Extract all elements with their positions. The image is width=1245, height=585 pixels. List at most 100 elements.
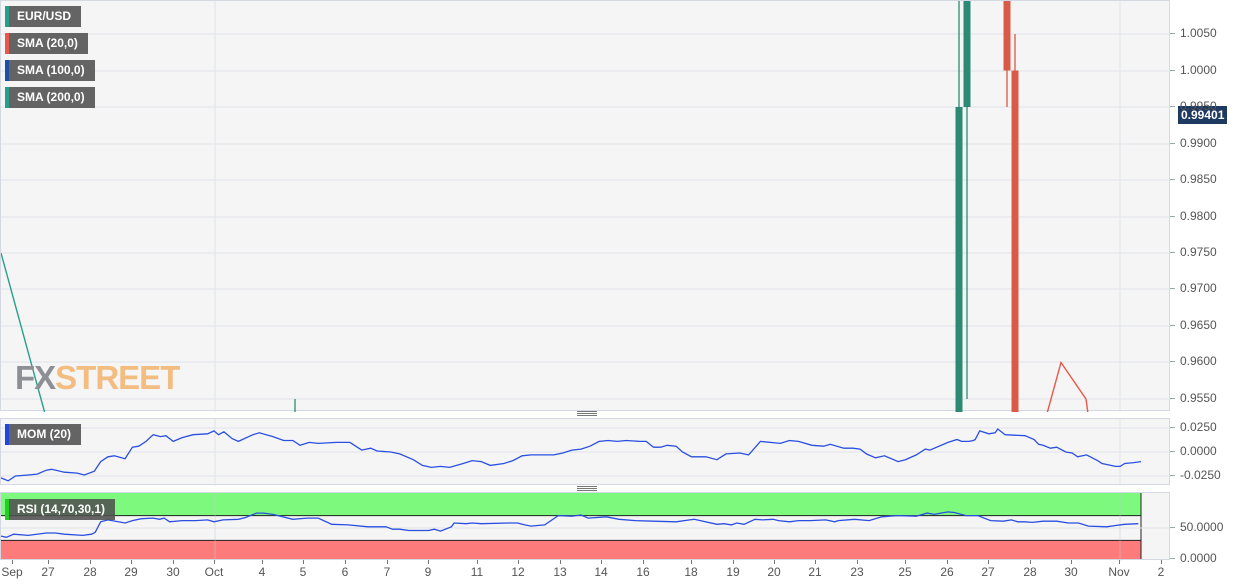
legend-sma-100[interactable]: SMA (100,0) [5,60,95,81]
time-axis-label: 27 [981,565,995,579]
time-axis-label: 28 [1023,565,1037,579]
time-axis-label: Nov [1108,565,1130,579]
axis-tick [1119,560,1120,564]
axis-label: 0.9700 [1180,281,1217,295]
axis-tick [643,560,644,564]
candle [1003,1,1011,107]
legend-label: SMA (100,0) [17,63,85,77]
axis-tick [90,560,91,564]
axis-label: 50.0000 [1180,520,1224,534]
axis-tick [560,560,561,564]
axis-tick [905,560,906,564]
time-axis-label: 23 [850,565,864,579]
legend-swatch [5,499,9,520]
current-price-tag: 0.99401 [1178,106,1228,124]
axis-tick [12,560,13,564]
watermark-fx: FX [15,359,56,396]
axis-label: 0.0000 [1180,551,1217,565]
watermark-street: STREET [55,359,180,396]
legend-rsi[interactable]: RSI (14,70,30,1) [5,499,116,520]
time-axis-label: 20 [767,565,781,579]
time-axis-label: Oct [204,565,224,579]
axis-label: 0.0250 [1180,420,1217,434]
time-axis-label: 28 [83,565,97,579]
candle [963,1,971,399]
time-axis-label: 30 [1064,565,1078,579]
axis-label: 0.9600 [1180,354,1217,368]
axis-tick [1170,288,1175,289]
axis-tick [262,560,263,564]
axis-tick [1030,560,1031,564]
panel-resize-handle[interactable] [577,411,597,416]
axis-tick [1170,325,1175,326]
candle [955,1,963,412]
time-axis-label: 9 [424,565,432,579]
momentum-line [1,428,1142,482]
axis-tick [1170,398,1175,399]
axis-tick [477,560,478,564]
legend-label: MOM (20) [17,427,71,441]
rsi-chart-canvas[interactable] [1,493,1171,561]
axis-tick [1170,216,1175,217]
legend-swatch [5,6,9,27]
axis-tick [48,560,49,564]
axis-tick [428,560,429,564]
time-axis-label: 26 [940,565,954,579]
legend-sma-20[interactable]: SMA (20,0) [5,33,88,54]
time-axis-label: 11 [470,565,484,579]
time-axis-label: 16 [636,565,650,579]
axis-tick [1170,252,1175,253]
time-axis-label: 25 [898,565,912,579]
axis-label: 0.0000 [1180,444,1217,458]
time-axis-label: Sep [1,565,23,579]
momentum-chart-canvas[interactable] [1,419,1171,486]
axis-tick [1161,560,1162,564]
axis-tick [131,560,132,564]
axis-label: 0.9550 [1180,391,1217,405]
time-axis-label: 14 [594,565,608,579]
legend-swatch [5,87,9,108]
legend-label: SMA (200,0) [17,90,85,104]
time-axis-label: 6 [341,565,349,579]
axis-tick [1170,179,1175,180]
legend-label: EUR/USD [17,9,72,23]
time-axis-label: 5 [299,565,307,579]
axis-tick [1170,527,1175,528]
time-axis-label: 12 [511,565,525,579]
axis-tick [518,560,519,564]
time-axis-label: 19 [726,565,740,579]
legend-swatch [5,33,9,54]
candle [1011,34,1019,412]
axis-tick [303,560,304,564]
time-axis-label: 30 [166,565,180,579]
time-axis-label: 21 [808,565,822,579]
axis-tick [1170,33,1175,34]
time-axis-label: 7 [383,565,391,579]
axis-tick [733,560,734,564]
rsi-panel[interactable]: RSI (14,70,30,1) [0,492,1171,561]
price-chart-canvas[interactable] [1,1,1171,412]
axis-tick [1170,558,1175,559]
axis-tick [1170,106,1175,107]
axis-tick [214,560,215,564]
legend-mom[interactable]: MOM (20) [5,424,81,445]
legend-sma-200[interactable]: SMA (200,0) [5,87,95,108]
panel-resize-handle[interactable] [577,486,597,491]
legend-eurusd[interactable]: EUR/USD [5,6,82,27]
axis-tick [1170,451,1175,452]
axis-tick [1170,143,1175,144]
legend-label: SMA (20,0) [17,36,78,50]
axis-tick [345,560,346,564]
legend-swatch [5,424,9,445]
axis-label: 1.0000 [1180,63,1217,77]
axis-label: 0.9750 [1180,245,1217,259]
axis-tick [988,560,989,564]
price-chart-panel[interactable]: EUR/USD SMA (20,0) SMA (100,0) SMA (200,… [0,0,1171,412]
overbought-zone [1,493,1141,516]
candle [294,399,296,412]
time-axis-label: 29 [124,565,138,579]
fxstreet-watermark-logo: FXSTREET [15,359,180,397]
axis-tick [774,560,775,564]
time-axis-label: 18 [684,565,698,579]
momentum-panel[interactable]: MOM (20) [0,418,1171,486]
